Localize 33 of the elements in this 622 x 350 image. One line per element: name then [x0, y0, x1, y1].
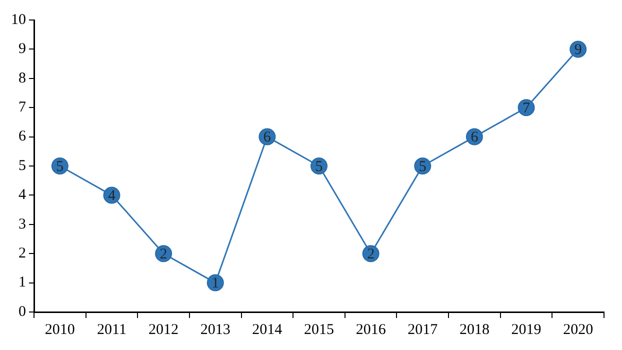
y-tick-label: 9 [18, 41, 26, 58]
x-tick-label: 2012 [148, 322, 179, 338]
x-tick-label: 2010 [44, 322, 75, 338]
data-label: 2 [367, 246, 375, 263]
y-tick-label: 4 [18, 187, 26, 204]
y-tick-label: 3 [18, 216, 26, 232]
y-tick-label: 10 [11, 12, 26, 28]
x-tick-label: 2013 [200, 322, 230, 338]
data-label: 6 [470, 130, 479, 146]
x-tick-label: 2018 [459, 322, 490, 338]
x-tick-label: 2016 [356, 322, 386, 338]
data-label: 7 [522, 100, 531, 117]
x-tick-label: 2019 [511, 322, 542, 338]
data-label: 5 [418, 158, 426, 175]
y-tick-label: 6 [18, 128, 26, 145]
data-label: 5 [56, 158, 64, 175]
y-tick-label: 5 [18, 158, 26, 174]
data-label: 6 [263, 130, 272, 146]
data-label: 4 [108, 188, 116, 204]
data-label: 9 [574, 42, 582, 58]
y-tick-label: 1 [18, 274, 26, 291]
y-tick-label: 2 [18, 246, 26, 262]
x-tick-label: 2017 [408, 322, 438, 338]
data-label: 5 [315, 158, 323, 175]
x-tick-label: 2020 [563, 322, 594, 338]
x-tick-label: 2011 [97, 322, 126, 338]
y-tick-label: 8 [18, 70, 26, 86]
x-tick-label: 2014 [252, 322, 283, 338]
x-tick-label: 2015 [304, 322, 334, 338]
y-tick-label: 7 [18, 100, 26, 116]
y-tick-label: 0 [18, 304, 26, 320]
data-label: 2 [160, 246, 168, 263]
data-label: 1 [212, 276, 220, 292]
